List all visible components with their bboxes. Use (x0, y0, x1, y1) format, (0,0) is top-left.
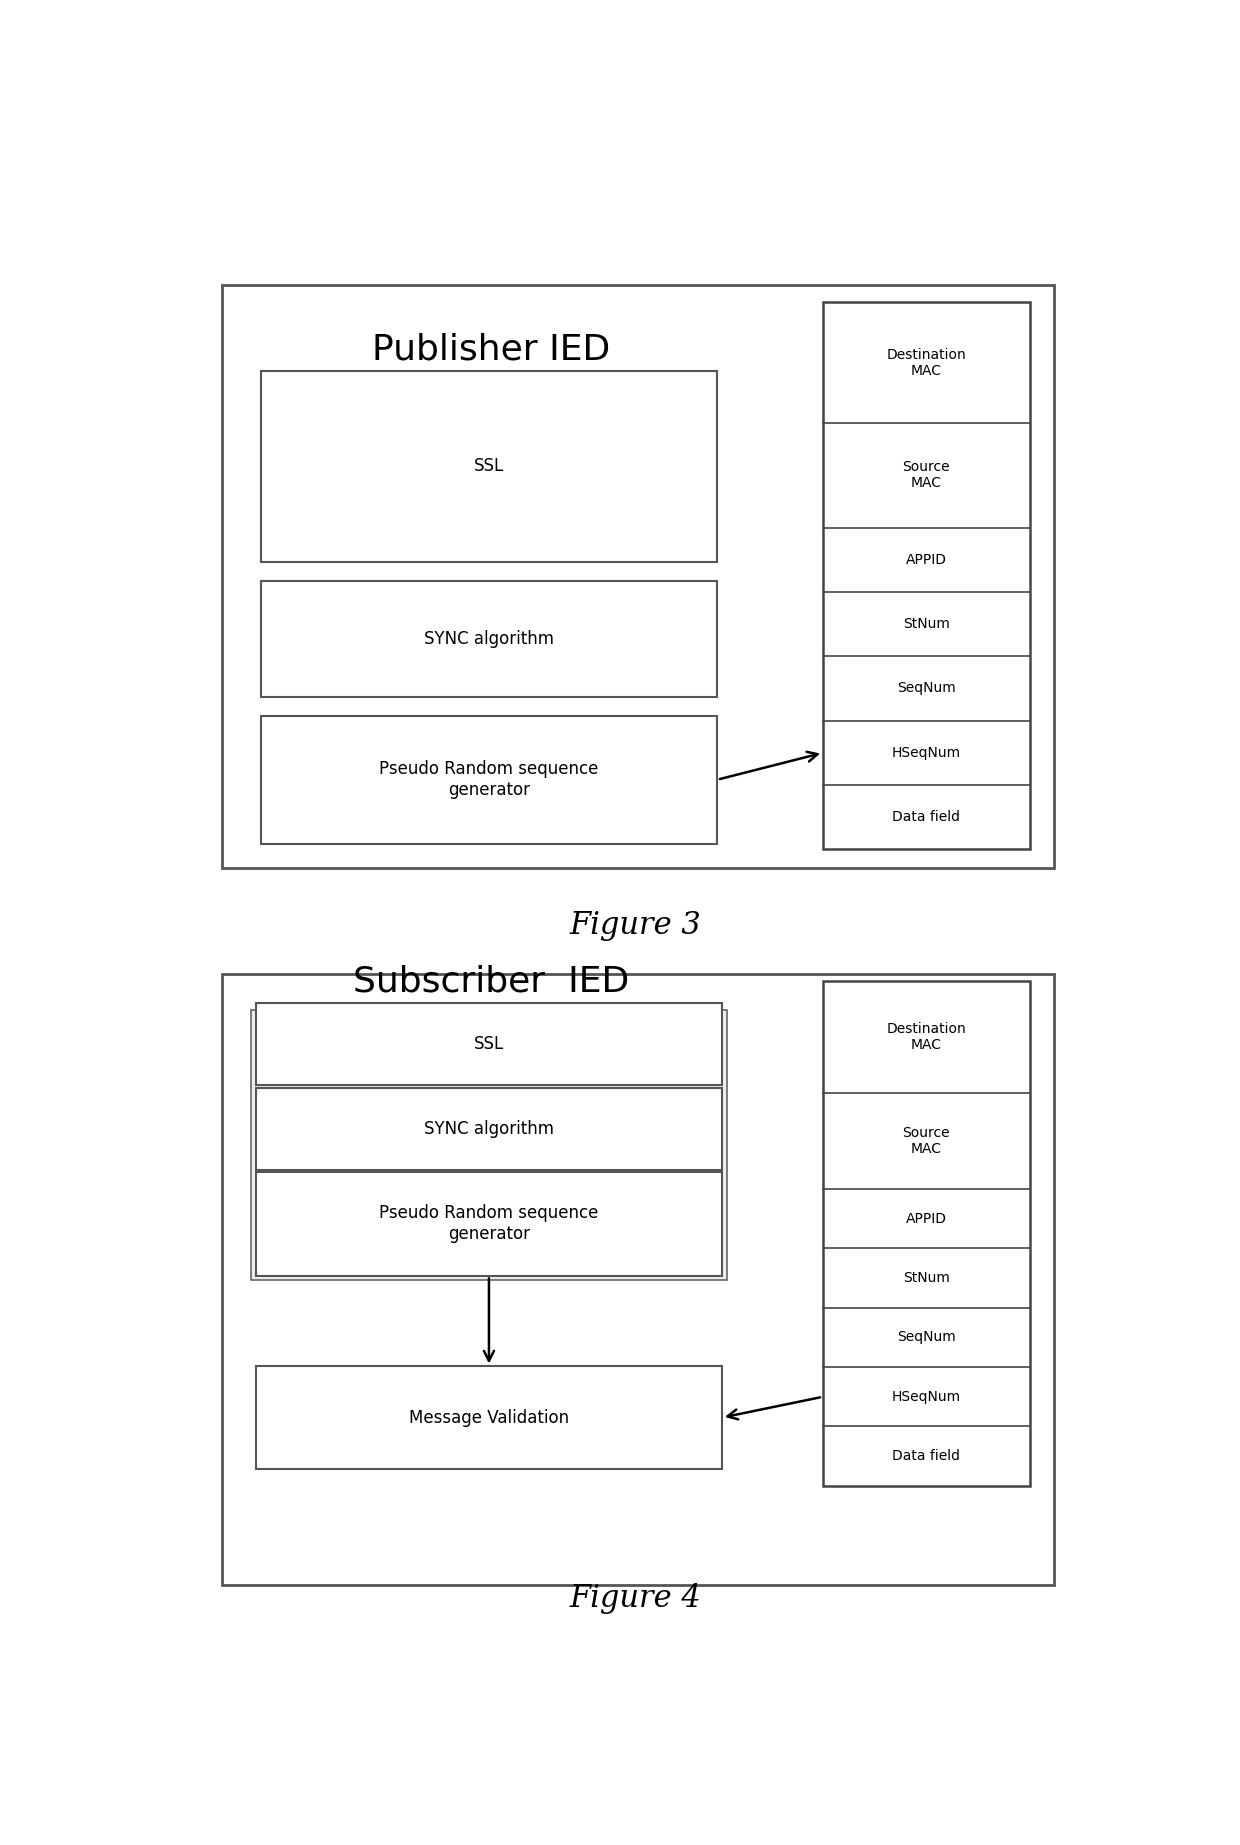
FancyBboxPatch shape (222, 286, 1054, 867)
Text: SSL: SSL (474, 458, 505, 476)
Text: Destination
MAC: Destination MAC (887, 1022, 966, 1052)
Text: Pseudo Random sequence
generator: Pseudo Random sequence generator (379, 760, 599, 799)
FancyBboxPatch shape (260, 581, 717, 697)
Text: HSeqNum: HSeqNum (892, 1389, 961, 1404)
Text: Destination
MAC: Destination MAC (887, 347, 966, 378)
Text: StNum: StNum (903, 1271, 950, 1286)
Text: Data field: Data field (893, 1448, 960, 1463)
Text: APPID: APPID (905, 554, 946, 566)
Text: SYNC algorithm: SYNC algorithm (424, 1120, 554, 1138)
Text: SSL: SSL (474, 1035, 505, 1053)
Text: Subscriber  IED: Subscriber IED (353, 965, 630, 998)
Text: Source
MAC: Source MAC (903, 459, 950, 491)
Text: SeqNum: SeqNum (897, 681, 956, 696)
Text: Publisher IED: Publisher IED (372, 332, 610, 367)
Text: Source
MAC: Source MAC (903, 1125, 950, 1157)
FancyBboxPatch shape (823, 982, 1029, 1485)
Text: Pseudo Random sequence
generator: Pseudo Random sequence generator (379, 1205, 599, 1244)
FancyBboxPatch shape (255, 1089, 722, 1170)
FancyBboxPatch shape (823, 303, 1029, 849)
Text: StNum: StNum (903, 616, 950, 631)
FancyBboxPatch shape (255, 1172, 722, 1275)
FancyBboxPatch shape (250, 1009, 727, 1280)
Text: APPID: APPID (905, 1212, 946, 1225)
Text: Data field: Data field (893, 810, 960, 825)
Text: SYNC algorithm: SYNC algorithm (424, 631, 554, 648)
Text: Message Validation: Message Validation (409, 1408, 569, 1426)
FancyBboxPatch shape (260, 371, 717, 563)
FancyBboxPatch shape (222, 974, 1054, 1585)
Text: Figure 4: Figure 4 (569, 1583, 702, 1614)
Text: HSeqNum: HSeqNum (892, 745, 961, 760)
Text: SeqNum: SeqNum (897, 1330, 956, 1345)
FancyBboxPatch shape (255, 1367, 722, 1469)
Text: Figure 3: Figure 3 (569, 910, 702, 941)
FancyBboxPatch shape (260, 716, 717, 843)
FancyBboxPatch shape (255, 1004, 722, 1085)
